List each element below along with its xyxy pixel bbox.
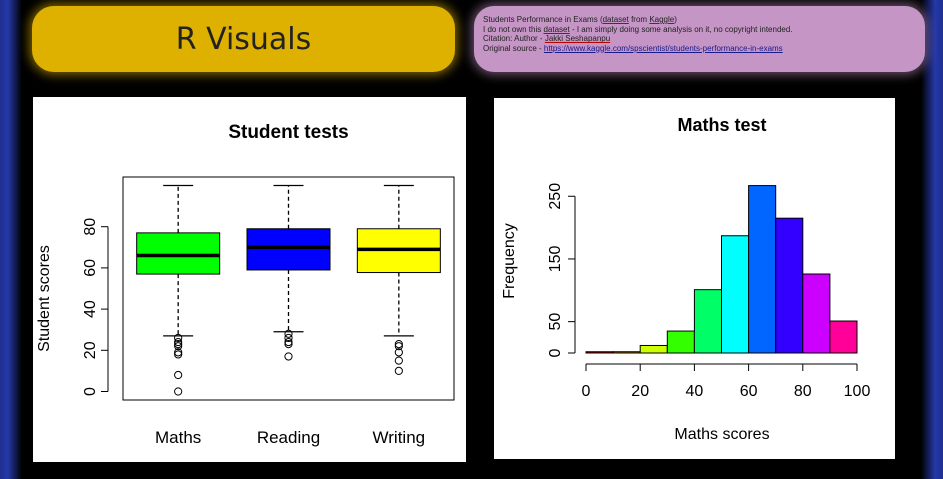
y-axis-label: Student scores: [36, 245, 53, 352]
histogram-chart: Maths test 0 20 40 60 80 100 Maths scores 0 50 150…: [501, 115, 871, 443]
y-tick-label: 0: [547, 348, 564, 357]
dataset-info-box: Students Performance in Exams (dataset f…: [474, 6, 925, 72]
outlier-point: [174, 387, 183, 396]
x-tick-label: 100: [844, 383, 871, 400]
page-title: R Visuals: [32, 6, 455, 72]
y-tick-label: 50: [547, 313, 564, 331]
x-axis-label: Maths scores: [674, 426, 769, 443]
outlier-point: [394, 366, 403, 375]
outlier-point: [394, 342, 403, 351]
info-line-3: Citation: Author - Jakki Seshapanpu: [483, 34, 915, 44]
outlier-point: [174, 348, 183, 357]
histogram-bar: [748, 185, 777, 354]
outlier-point: [174, 350, 183, 359]
histogram-bar: [829, 320, 858, 354]
outlier-point: [394, 356, 403, 365]
x-tick-label: 80: [794, 383, 812, 400]
dataset-link[interactable]: dataset: [602, 15, 629, 24]
histogram-bar: [639, 344, 668, 354]
x-tick-label: Reading: [257, 428, 320, 447]
y-tick-label: 150: [547, 246, 564, 273]
histogram-bar: [802, 273, 831, 354]
box-maths: [136, 184, 221, 396]
histogram-panel: Maths test 0 20 40 60 80 100 Maths scores 0 50 150…: [494, 98, 895, 459]
y-tick-label: 250: [547, 183, 564, 210]
boxplot-panel: Student tests 0 20 40 60 80 Student scores Math…: [33, 97, 466, 462]
info-text: Original source -: [483, 43, 544, 53]
info-text: I do not own this: [483, 24, 544, 34]
box-reading: [246, 184, 331, 361]
histogram-bar: [666, 330, 695, 354]
iqr-box: [246, 228, 331, 271]
info-text: ): [674, 15, 677, 24]
dataset-link-2[interactable]: dataset: [543, 24, 570, 34]
outlier-point: [284, 337, 293, 347]
outlier-point: [174, 333, 183, 343]
outlier-point: [174, 342, 183, 351]
x-tick-label: 40: [686, 383, 704, 400]
x-tick-label: 60: [740, 383, 758, 400]
chart-title: Student tests: [228, 122, 348, 143]
y-axis-label: Frequency: [501, 223, 518, 299]
info-line-4: Original source - https://www.kaggle.com…: [483, 44, 915, 54]
histogram-bar: [775, 217, 804, 354]
chart-title: Maths test: [677, 115, 766, 135]
outlier-point: [284, 329, 293, 338]
outlier-point: [284, 333, 293, 343]
y-tick-label: 20: [82, 341, 99, 359]
info-text: Citation: Author -: [483, 34, 545, 44]
info-text: Students Performance in Exams (: [483, 15, 603, 24]
outlier-point: [284, 340, 293, 349]
x-tick-label: 20: [631, 383, 649, 400]
plot-frame: [122, 176, 455, 401]
source-url-link[interactable]: https://www.kaggle.com/spscientist/stude…: [543, 43, 783, 53]
box-writing: [356, 184, 441, 375]
info-text: from: [628, 15, 650, 24]
histogram-bar: [721, 235, 750, 354]
y-tick-label: 40: [82, 300, 99, 318]
outlier-point: [394, 340, 403, 349]
kaggle-link[interactable]: Kaggle: [649, 15, 675, 24]
x-tick-label: Maths: [155, 428, 201, 447]
histogram-bar: [585, 351, 614, 354]
outlier-point: [174, 370, 183, 380]
info-line-2: I do not own this dataset - I am simply …: [483, 25, 915, 35]
outlier-point: [394, 348, 403, 357]
outlier-point: [174, 337, 183, 347]
author-link[interactable]: Jakki Seshapanpu: [544, 34, 611, 44]
y-tick-label: 0: [82, 387, 99, 396]
y-tick-label: 60: [82, 259, 99, 277]
outlier-point: [174, 340, 183, 349]
x-tick-label: Writing: [373, 428, 426, 447]
boxplot-chart: Student tests 0 20 40 60 80 Student scores Math…: [36, 122, 455, 447]
histogram-bar: [693, 289, 722, 354]
histogram-bar: [612, 351, 641, 354]
outlier-point: [284, 352, 293, 361]
y-tick-label: 80: [82, 218, 99, 236]
info-text: - I am simply doing some analysis on it,…: [569, 24, 793, 34]
iqr-box: [136, 232, 221, 275]
x-tick-label: 0: [582, 383, 591, 400]
info-line-1: Students Performance in Exams (dataset f…: [483, 15, 915, 25]
